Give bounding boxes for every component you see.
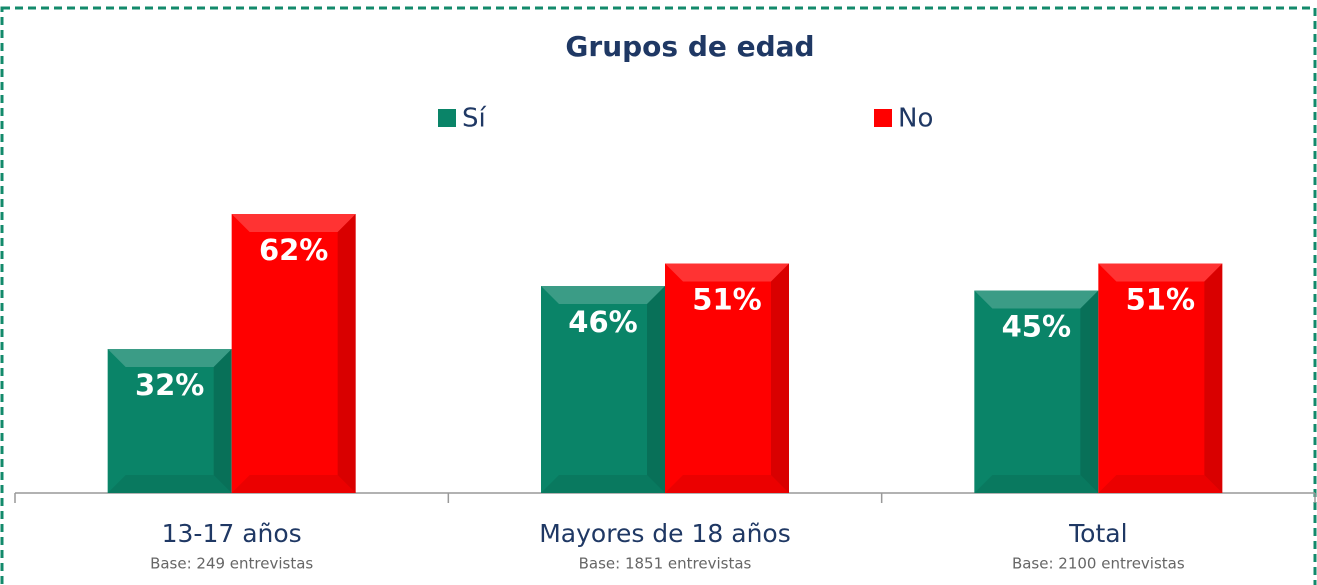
value-label: 46%: [568, 305, 637, 339]
value-label: 51%: [1126, 283, 1195, 317]
bar: [541, 286, 665, 493]
bar-bevel: [1204, 263, 1223, 493]
category-note: Base: 2100 entrevistas: [1012, 555, 1185, 573]
bar: [231, 214, 356, 493]
bar-bevel: [541, 286, 665, 304]
bar-bevel: [541, 475, 665, 493]
legend-swatch: [874, 109, 892, 127]
bar-bevel: [647, 286, 665, 493]
bar-bevel: [107, 475, 232, 493]
chart-title: Grupos de edad: [565, 30, 814, 63]
x-tick-label: 13-17 años: [162, 519, 302, 548]
bar-bevel: [337, 214, 356, 493]
bar-bevel: [231, 475, 356, 493]
bar: [665, 263, 789, 493]
frame: [0, 6, 1317, 585]
bar-bevel: [1098, 475, 1223, 493]
legend-label: No: [898, 104, 933, 134]
x-tick-label: Total: [1068, 519, 1127, 548]
bar: [107, 349, 232, 493]
category-note: Base: 1851 entrevistas: [579, 555, 752, 573]
bar-bevel: [665, 475, 789, 493]
bar-bevel: [213, 349, 232, 493]
category-note: Base: 249 entrevistas: [150, 555, 313, 573]
value-label: 32%: [135, 368, 204, 402]
bar-bevel: [1098, 263, 1223, 282]
bar-bevel: [974, 475, 1099, 493]
legend-swatch: [438, 109, 456, 127]
bar: [1098, 263, 1223, 493]
value-label: 51%: [692, 283, 761, 317]
bar-bevel: [665, 263, 789, 282]
bar: [974, 290, 1099, 493]
bar-bevel: [231, 214, 356, 232]
bar-bevel: [974, 290, 1099, 309]
bar-bevel: [1080, 290, 1099, 493]
bar-bevel: [107, 349, 232, 367]
value-label: 45%: [1002, 310, 1071, 344]
value-label: 62%: [259, 233, 328, 267]
x-tick-label: Mayores de 18 años: [539, 519, 791, 548]
legend-label: Sí: [462, 104, 487, 134]
bar-bevel: [771, 263, 789, 493]
